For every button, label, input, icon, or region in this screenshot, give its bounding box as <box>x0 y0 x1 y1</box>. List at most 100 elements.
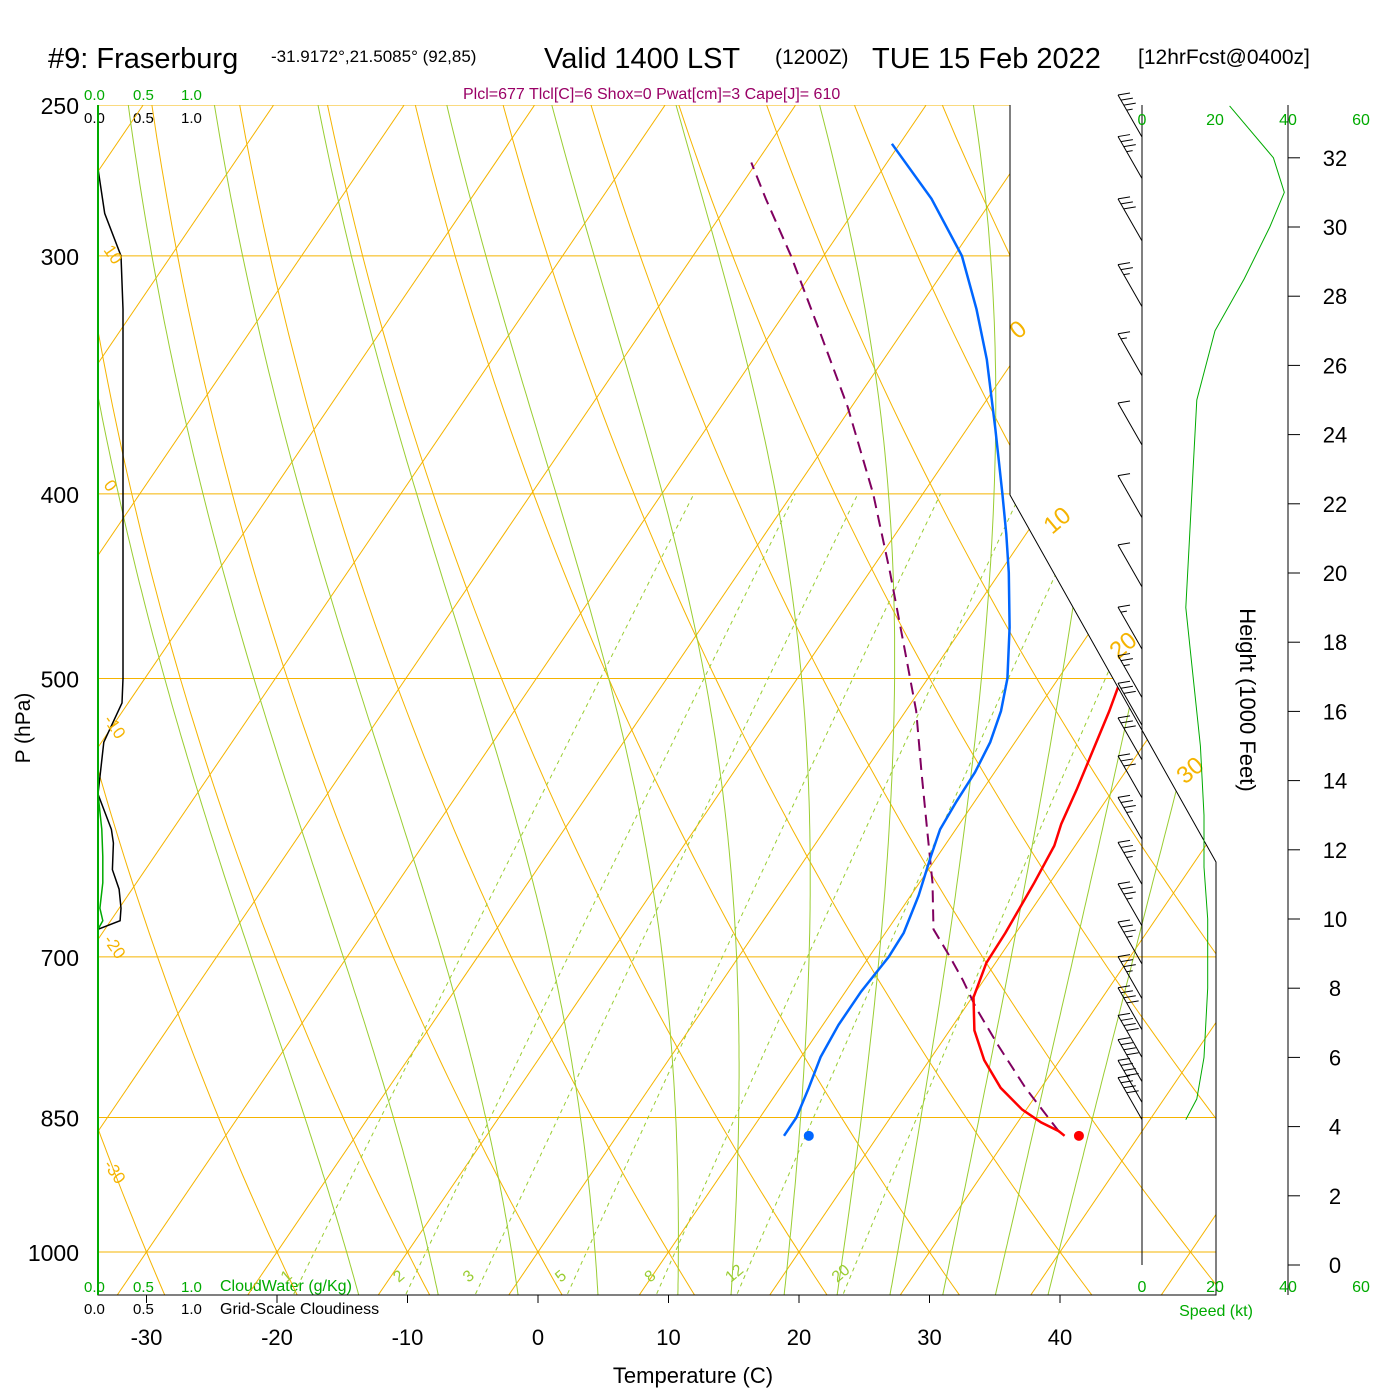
wind-barb-feather <box>1120 799 1133 803</box>
isotherm <box>98 105 558 1295</box>
wind-barb-feather <box>1120 886 1133 890</box>
wind-barb <box>1117 473 1143 518</box>
wind-barb-feather <box>1117 92 1131 96</box>
wind-barb-feather <box>1123 805 1136 808</box>
height-tick-label: 8 <box>1329 976 1341 1001</box>
mixing-ratio-line <box>464 493 859 1295</box>
isotherm <box>494 105 1216 1295</box>
wind-barb-feather <box>1117 1075 1131 1079</box>
mixing-ratio-label: 12 <box>722 1262 747 1287</box>
height-tick-label: 10 <box>1323 907 1347 932</box>
wind-barb-staff <box>1117 333 1143 377</box>
wind-barb-feather <box>1123 849 1136 853</box>
height-tick-label: 6 <box>1329 1045 1341 1070</box>
moist-adiabat <box>208 105 522 1295</box>
wind-barb-staff <box>1117 402 1143 446</box>
height-tick-label: 24 <box>1323 423 1347 448</box>
x-tick-label: 20 <box>787 1325 811 1350</box>
wind-barb-feather <box>1120 758 1133 762</box>
height-tick-label: 4 <box>1329 1115 1341 1140</box>
pressure-label: 250 <box>41 93 79 119</box>
moist-adiabat <box>666 105 811 1295</box>
adiabat-label: 30 <box>1172 752 1210 790</box>
wind-speed-tick: 20 <box>1206 1279 1224 1296</box>
wind-barb-half-feather <box>1126 108 1133 111</box>
wind-barb <box>1117 400 1143 446</box>
x-axis-title: Temperature (C) <box>613 1363 773 1388</box>
dry-adiabat <box>493 105 1108 1295</box>
x-tick-label: -30 <box>131 1325 163 1350</box>
cloudiness-tick: 0.0 <box>84 1301 105 1318</box>
cloud-scale-bottom: 0.0 0.5 1.0 CloudWater (g/Kg) 0.0 0.5 1.… <box>84 1278 379 1318</box>
cloudiness-tick: 1.0 <box>181 1301 202 1318</box>
wind-barb-feather <box>1117 919 1131 923</box>
wind-barb-half-feather <box>1126 150 1133 153</box>
forecast-hour: [12hrFcst@0400z] <box>1138 46 1310 69</box>
wind-barb <box>1117 1075 1143 1120</box>
wind-barb-feather <box>1120 924 1133 928</box>
wind-barb-half-feather <box>1120 610 1127 613</box>
y-axis-title: P (hPa) <box>12 693 35 764</box>
wind-barb-feather <box>1117 262 1131 266</box>
height-tick-label: 2 <box>1329 1184 1341 1209</box>
wind-barb-feather <box>1126 1028 1139 1032</box>
moist-adiabat <box>542 105 740 1295</box>
wind-barb-staff <box>1117 1060 1143 1103</box>
wind-speed-tick: 20 <box>1206 112 1224 129</box>
wind-barb-feather <box>1120 139 1133 143</box>
isotherm <box>885 105 1216 1295</box>
wind-barb-feather <box>1117 653 1131 657</box>
dry-adiabat <box>754 105 1216 1295</box>
wind-barb-staff <box>1117 883 1143 927</box>
moist-adiabat <box>990 105 1216 1295</box>
wind-barb-feather <box>1126 1073 1139 1076</box>
height-tick-label: 20 <box>1323 561 1347 586</box>
dry-adiabat <box>1014 105 1216 1295</box>
dry-adiabat-label: -30 <box>100 1156 130 1187</box>
wind-barb-feather <box>1123 763 1136 767</box>
cloudwater-tick: 1.0 <box>181 1279 202 1296</box>
station-coordinates: -31.9172°,21.5085° (92,85) <box>271 47 476 66</box>
height-tick-label: 0 <box>1329 1253 1341 1278</box>
wind-barb <box>1117 542 1143 588</box>
cloudwater-tick: 1.0 <box>181 87 202 104</box>
cloudwater-profile <box>98 794 104 930</box>
dry-adiabat <box>233 105 708 1295</box>
dry-adiabat <box>406 105 975 1295</box>
wind-barb-feather <box>1126 1090 1139 1094</box>
height-tick-label: 18 <box>1323 630 1347 655</box>
wind-barb-feather <box>1117 196 1131 200</box>
mixing-ratio-line <box>646 493 1021 1295</box>
wind-barb-feather <box>1120 97 1133 101</box>
mixing-ratio-line <box>395 493 796 1295</box>
cloudiness-tick: 0.5 <box>133 110 154 127</box>
station-title: #9: Fraserburg <box>48 43 238 75</box>
wind-speed-tick: 40 <box>1279 1279 1297 1296</box>
wind-barb-staff <box>1117 1015 1143 1058</box>
pressure-label: 700 <box>41 945 79 971</box>
isotherm <box>98 105 689 1295</box>
x-tick-label: 30 <box>917 1325 941 1350</box>
moist-adiabat <box>1042 105 1216 1295</box>
wind-barb-feather <box>1117 715 1131 719</box>
wind-barb-staff <box>1117 655 1143 698</box>
thermo-grid <box>98 105 1216 1295</box>
dry-adiabat <box>146 105 575 1295</box>
wind-barb-feather <box>1120 201 1133 205</box>
wind-barb-staff <box>1117 475 1143 518</box>
wind-barb-feather <box>1120 685 1133 689</box>
isotherm <box>1016 105 1216 1295</box>
pressure-label: 850 <box>41 1106 79 1132</box>
dry-adiabat <box>320 105 842 1295</box>
wind-barb-feather <box>1117 985 1131 989</box>
dry-adiabat <box>580 105 1216 1295</box>
wind-speed-tick: 0 <box>1138 1279 1147 1296</box>
wind-barb-staff <box>1117 264 1143 307</box>
wind-barb-feather <box>1117 1057 1131 1061</box>
wind-barb-feather <box>1117 1012 1131 1016</box>
wind-barb <box>1117 954 1143 999</box>
isotherm <box>1146 105 1216 1295</box>
moist-adiabat <box>885 105 997 1295</box>
